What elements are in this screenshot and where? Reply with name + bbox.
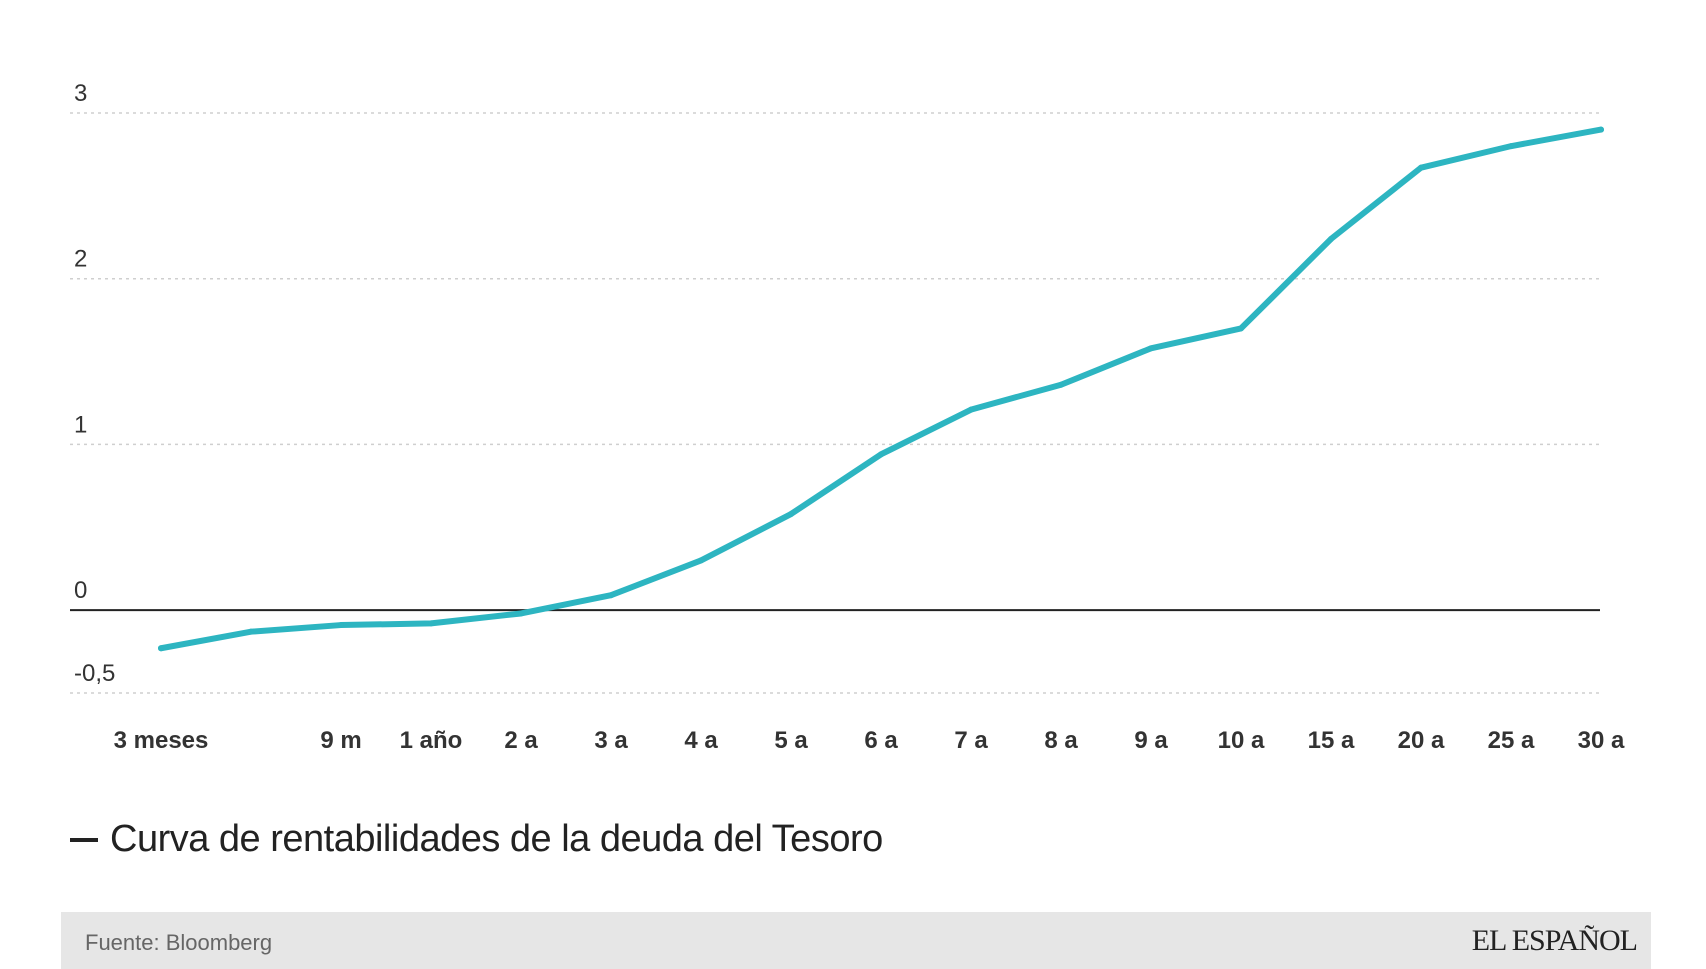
data-point [428, 620, 434, 627]
x-tick-label: 15 a [1308, 727, 1355, 754]
x-tick-label: 25 a [1488, 727, 1535, 754]
x-tick-label: 5 a [774, 727, 808, 754]
legend: Curva de rentabilidades de la deuda del … [70, 818, 883, 861]
data-point [1418, 164, 1424, 171]
data-point [158, 645, 164, 652]
x-tick-label: 30 a [1578, 727, 1625, 754]
x-tick-label: 6 a [864, 727, 898, 754]
series-line [158, 126, 1604, 652]
y-tick-label: 1 [74, 411, 87, 438]
data-point [1328, 235, 1334, 242]
y-tick-label: -0,5 [74, 660, 115, 687]
data-point [608, 592, 614, 599]
x-tick-label: 9 m [320, 727, 361, 754]
x-axis-ticks: 3 meses 9 m 1 año 2 a 3 a 4 a 5 a 6 a 7 a 8 a 9 a 1… [114, 727, 1625, 754]
data-point [1238, 325, 1244, 332]
y-tick-label: 0 [74, 577, 87, 604]
x-tick-label: 3 a [594, 727, 628, 754]
legend-label: Curva de rentabilidades de la deuda del … [110, 818, 883, 860]
series-layer [158, 126, 1604, 652]
x-tick-label: 10 a [1218, 727, 1265, 754]
data-point [1598, 126, 1604, 133]
x-tick-label: 3 meses [114, 727, 209, 754]
x-tick-label: 4 a [684, 727, 718, 754]
x-tick-label: 1 año [400, 727, 463, 754]
y-axis-ticks: 3 2 1 0 -0,5 [74, 80, 115, 687]
x-tick-label: 8 a [1044, 727, 1078, 754]
x-tick-label: 9 a [1134, 727, 1168, 754]
x-tick-label: 7 a [954, 727, 988, 754]
data-point [518, 610, 524, 617]
grid-layer [70, 112, 1600, 694]
data-point [248, 628, 254, 635]
data-point [698, 557, 704, 564]
data-point [968, 406, 974, 413]
source-note: Fuente: Bloomberg [85, 930, 273, 955]
y-tick-label: 2 [74, 246, 87, 273]
data-point [1058, 381, 1064, 388]
data-point [788, 511, 794, 518]
data-point [1508, 143, 1514, 150]
data-point [878, 451, 884, 458]
x-tick-label: 20 a [1398, 727, 1445, 754]
x-tick-label: 2 a [504, 727, 538, 754]
legend-swatch [70, 837, 98, 842]
publisher-logo: EL ESPAÑOL [1471, 924, 1638, 957]
y-tick-label: 3 [74, 80, 87, 107]
data-point [1148, 345, 1154, 352]
data-point [338, 622, 344, 629]
footer: Fuente: Bloomberg EL ESPAÑOL [61, 912, 1651, 969]
